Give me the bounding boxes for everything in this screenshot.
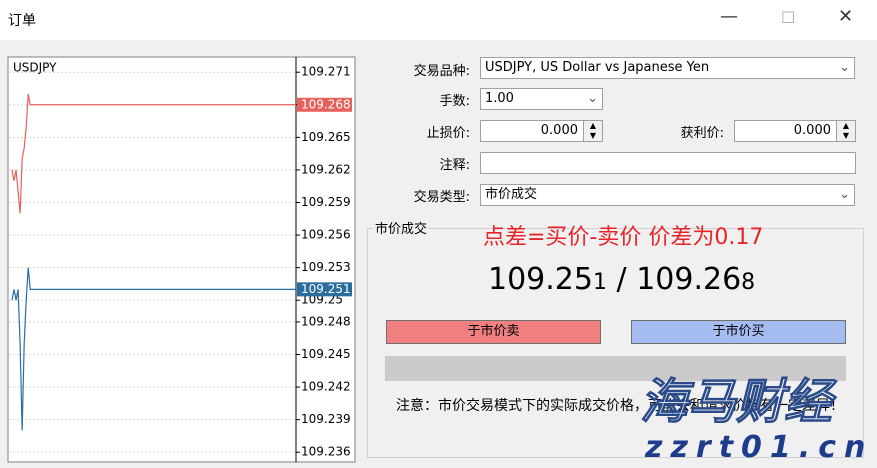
price-tag-label: 109.251: [301, 282, 351, 296]
minimize[interactable]: —: [720, 6, 738, 27]
price-tag: [297, 282, 352, 297]
annotation: 点差=买价-卖价 价差为0.17: [483, 225, 764, 250]
sl-input[interactable]: 0.000 ▲ ▼: [480, 120, 603, 142]
watermark-site: zzrt01.cn: [645, 430, 874, 465]
sl-value: 0.000: [540, 123, 578, 138]
ask-small: 8: [741, 270, 756, 295]
tick-chart: USDJPY 109.271 109.268 109.265 109.262 109.2…: [7, 56, 356, 463]
tp-value: 0.000: [793, 123, 831, 138]
price-tag-label: 109.268: [301, 97, 351, 111]
title-bar: [0, 0, 877, 40]
y-tick-label: 109.253: [301, 260, 351, 274]
buy-button[interactable]: 于市价买: [631, 320, 846, 344]
note: 注意：市价交易模式下的实际成交价格，可能会和请求价格有一定差异！: [396, 398, 844, 414]
status-bar: [385, 356, 846, 381]
comment-input[interactable]: [480, 152, 856, 174]
y-tick-label: 109.236: [301, 445, 351, 459]
chart-symbol: USDJPY: [13, 61, 57, 75]
tp-label: 获利价:: [680, 126, 724, 141]
chart-frame: [7, 56, 356, 463]
y-tick-label: 109.259: [301, 195, 351, 209]
y-tick-label: 109.239: [301, 412, 351, 426]
watermark-brand: 海马财经: [639, 374, 833, 431]
type-value: 市价成交: [485, 187, 538, 202]
quote: 109.251 / 109.268: [488, 262, 755, 297]
y-tick-label: 109.262: [301, 162, 351, 176]
group-title: 市价成交: [373, 218, 430, 237]
market-group: [367, 228, 864, 458]
window-title: 订单: [8, 13, 36, 29]
symbol-label: 交易品种:: [413, 64, 470, 79]
volume-select[interactable]: 1.00 ⌄: [480, 88, 603, 110]
symbol-select[interactable]: USDJPY, US Dollar vs Japanese Yen ⌄: [480, 57, 855, 79]
comment-label: 注释:: [439, 158, 470, 173]
type-select[interactable]: 市价成交 ⌄: [480, 184, 855, 206]
y-tick-label: 109.242: [301, 380, 351, 394]
bid-main: 109.25: [488, 262, 593, 297]
y-tick-label: 109.265: [301, 130, 351, 144]
type-label: 交易类型:: [413, 190, 470, 205]
ask-main: 109.26: [636, 262, 742, 297]
volume-value: 1.00: [485, 91, 514, 106]
maximize[interactable]: ☐: [781, 8, 796, 27]
tp-input[interactable]: 0.000 ▲ ▼: [734, 120, 856, 142]
separator: /: [616, 262, 627, 297]
y-tick-label: 109.248: [301, 314, 351, 328]
volume-label: 手数:: [439, 94, 470, 109]
sl-label: 止损价:: [426, 126, 470, 141]
sell-button[interactable]: 于市价卖: [386, 320, 601, 344]
y-tick-label: 109.245: [301, 347, 351, 361]
close[interactable]: ✕: [838, 6, 854, 27]
symbol-value: USDJPY, US Dollar vs Japanese Yen: [485, 60, 710, 75]
price-tag: [297, 97, 352, 112]
price-line: [11, 93, 296, 214]
y-tick-label: 109.256: [301, 228, 351, 242]
price-line: [11, 267, 296, 431]
bid-small: 1: [592, 270, 607, 295]
y-tick-label: 109.271: [301, 65, 351, 79]
